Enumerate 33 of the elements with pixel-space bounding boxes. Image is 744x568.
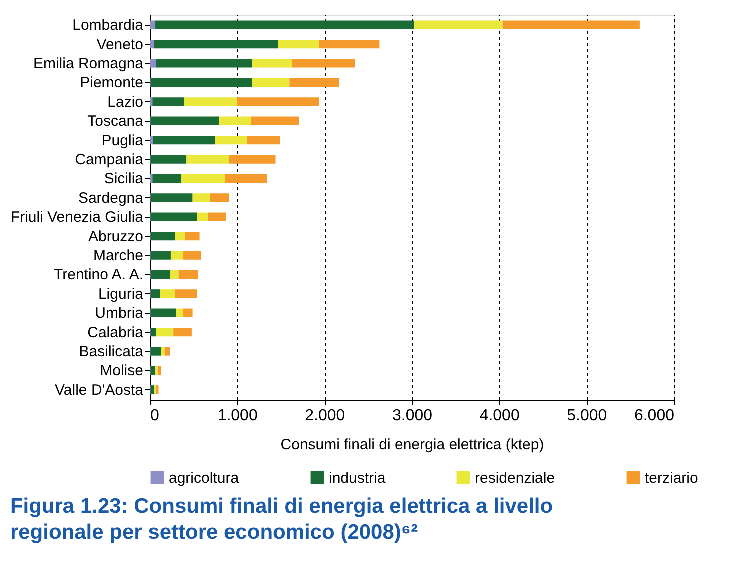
y-tick-label: Marche — [93, 248, 144, 265]
y-tick-label: Valle D'Aosta — [55, 382, 144, 399]
x-axis-title: Consumi finali di energia elettrica (ktep) — [280, 436, 544, 454]
y-tick-label: Umbria — [95, 305, 144, 322]
y-tick-label: Lazio — [108, 94, 144, 111]
y-tick-label: Sicilia — [104, 170, 144, 188]
y-tick-label: Trentino A. A. — [54, 266, 144, 284]
y-tick-label: Veneto — [96, 36, 144, 54]
x-tick-label: 0 — [150, 408, 160, 424]
y-tick-label: Abruzzo — [88, 228, 144, 246]
y-tick-label: Puglia — [102, 132, 144, 150]
y-tick-label: Basilicata — [79, 344, 144, 361]
x-tick-label: 3.000 — [392, 408, 433, 424]
x-tick-label: 2.000 — [305, 408, 346, 424]
y-tick-label: Liguria — [98, 286, 144, 303]
y-tick-label: Calabria — [88, 324, 144, 342]
y-tick-label: Emilia Romagna — [33, 55, 144, 72]
y-tick-label: Molise — [100, 362, 144, 380]
y-tick-label: Lombardia — [72, 17, 144, 34]
y-tick-label: Piemonte — [80, 74, 144, 92]
y-tick-label: Campania — [75, 151, 144, 168]
x-tick-label: 1.000 — [218, 408, 258, 424]
x-tick-label: 6.000 — [634, 408, 675, 424]
legend-label: terziario — [645, 470, 698, 487]
y-tick-label: Sardegna — [78, 190, 144, 207]
legend-label: residenziale — [475, 470, 556, 487]
x-tick-label: 5.000 — [567, 408, 608, 424]
legend-label: industria — [329, 470, 386, 487]
x-tick-label: 4.000 — [480, 408, 520, 424]
legend-label: agricoltura — [169, 470, 240, 487]
text: Figura 1.23: Consumi finali di energia elettrica a livello regionale per settore economico (2008)⁶² — [10, 495, 554, 544]
y-tick-label: Toscana — [88, 113, 144, 130]
y-tick-label: Friuli Venezia Giulia — [10, 209, 144, 226]
